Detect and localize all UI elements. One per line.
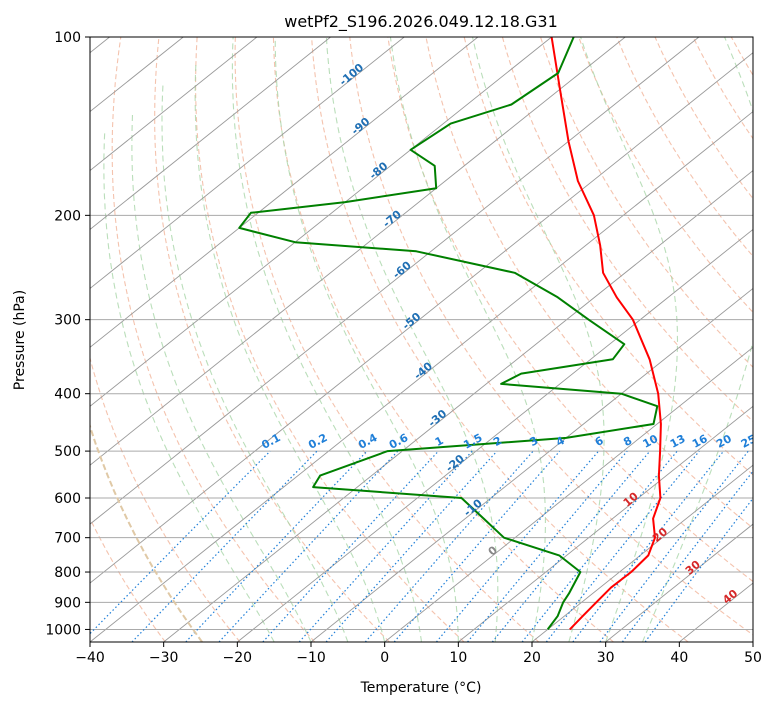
isotherm-line [90,37,552,407]
isotherm-line [90,37,700,525]
y-tick-label: 800 [54,565,81,581]
x-axis-label: Temperature (°C) [360,680,482,696]
dry-adiabat-line [111,37,316,642]
x-tick-label: 20 [523,650,541,666]
x-tick-label: −20 [223,650,253,666]
dewpoint-profile-line [238,37,659,630]
isotherm-line [90,37,331,231]
x-tick-label: 0 [380,650,389,666]
moist-adiabat-line [325,37,499,642]
mixing-ratio-line [131,450,318,642]
x-tick-label: −30 [149,650,179,666]
isotherm-line [384,346,753,642]
dry-adiabat-line [234,37,540,642]
isotherm-line [458,405,753,642]
y-tick-label: 100 [54,30,81,46]
isotherm-line [90,111,753,642]
temperature-profile-line [550,37,662,631]
dry-adiabat-line [501,37,753,422]
y-tick-label: 500 [54,444,81,460]
mixing-ratio-label: 20 [714,432,734,451]
mixing-ratio-line [90,450,271,635]
plot-frame [89,36,754,643]
x-tick-label: 10 [449,650,467,666]
mixing-ratio-line [435,450,600,642]
mixing-ratio-line [572,450,725,642]
x-tick-label: 30 [597,650,615,666]
isotherm-line [90,37,258,172]
x-tick-label: 40 [670,650,688,666]
moist-adiabat-line [231,37,423,642]
isotherm-line [605,523,753,642]
moist-adiabat-line [389,37,546,642]
mixing-ratio-line [621,470,753,642]
dry-adiabat-line [349,37,753,636]
mixing-ratio-line [521,450,678,642]
moist-adiabat-line [580,37,679,642]
y-tick-label: 400 [54,387,81,403]
y-tick-label: 300 [54,313,81,329]
dry-adiabat-line [154,37,390,642]
x-tick-label: −40 [75,650,105,666]
isotherm-line [90,37,479,348]
mixing-ratio-line [298,450,473,642]
chart-title: wetPf2_S196.2026.049.12.18.G31 [284,12,558,32]
dry-adiabat-line [463,37,753,476]
mixing-ratio-label: 13 [668,432,688,451]
y-tick-label: 200 [54,208,81,224]
dry-adiabat-line [578,37,753,314]
mixing-ratio-line [599,450,749,642]
isotherm-line [310,287,753,642]
dry-adiabat-line [272,37,614,642]
mixing-ratio-line [467,450,628,642]
moist-adiabat-line [274,37,459,642]
mixing-ratio-line [262,450,439,642]
x-tick-label: −10 [296,650,326,666]
dry-adiabat-line [539,37,753,368]
mixing-ratio-line [325,450,498,642]
dry-adiabat-line [311,37,689,642]
data-series [238,37,662,631]
reference-curve [90,422,203,642]
y-tick-label: 700 [54,531,81,547]
y-tick-label: 900 [54,595,81,611]
isotherm-line [237,228,753,642]
mixing-ratio-label: 10 [641,432,661,451]
y-tick-label: 600 [54,491,81,507]
isotherm-line [90,37,405,289]
moist-adiabat-line [194,61,386,642]
x-axis-ticks: −40 −30 −20 −10 0 10 20 30 40 50 [75,642,762,666]
dry-adiabat-line [616,37,753,258]
moist-adiabat-line [131,114,312,642]
x-tick-label: 50 [744,650,762,666]
isotherm-line [90,52,753,584]
moist-adiabat-line [641,37,753,642]
y-tick-label: 1000 [45,622,81,638]
mixing-ratio-line [545,450,700,642]
mixing-ratio-label: 25 [739,432,759,451]
dry-adiabat-line [387,37,753,583]
dry-adiabat-line [654,37,753,200]
y-axis-label: Pressure (hPa) [12,290,28,390]
isotherm-line [531,464,753,642]
mixing-ratio-line [491,450,651,642]
dry-adiabat-line [195,37,465,642]
dry-adiabat-line [90,356,241,642]
moist-adiabat-line [471,37,605,642]
moist-adiabat-line [161,83,349,642]
mixing-ratio-label: 16 [690,432,710,451]
isotherm-line [163,169,753,642]
y-axis-ticks: 1000 900 800 700 600 500 400 300 200 100 [45,30,90,638]
isotherm-line [90,37,626,466]
